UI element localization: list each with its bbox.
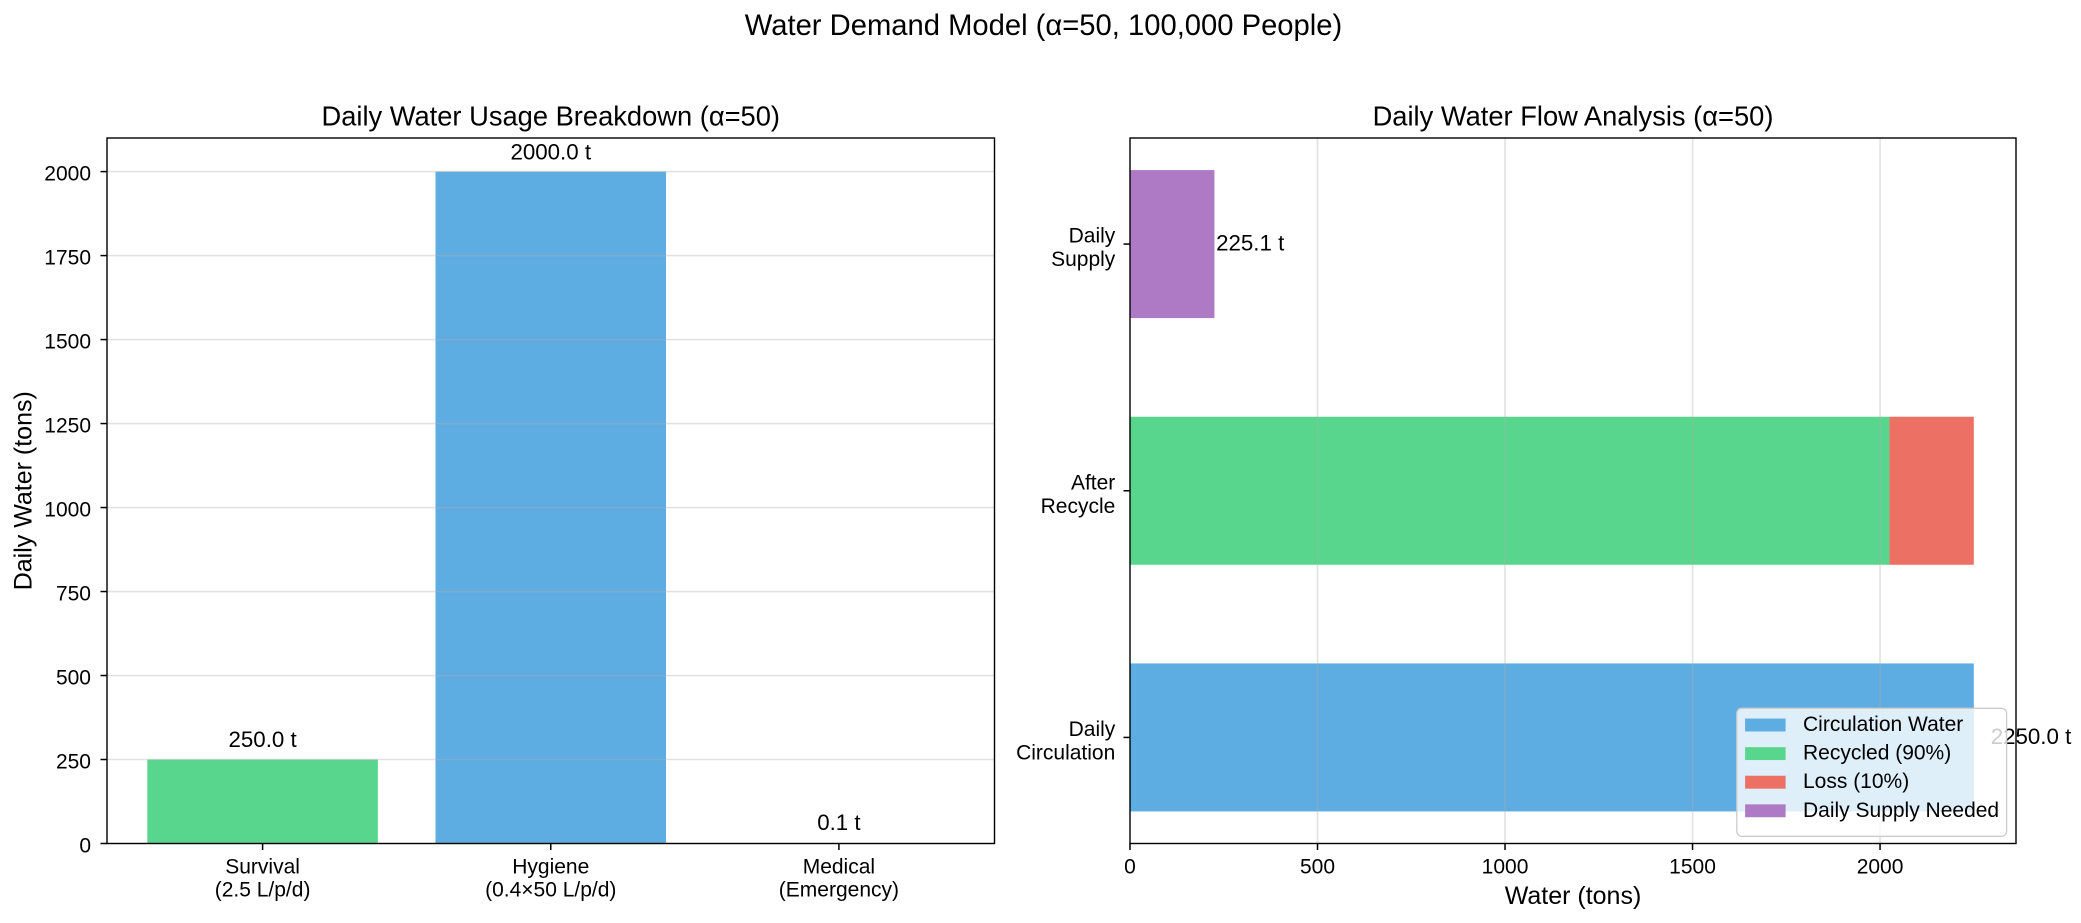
svg-text:500: 500 [1300,855,1335,878]
svg-text:Water (tons): Water (tons) [1505,882,1642,910]
svg-text:Survival: Survival [225,855,300,878]
svg-text:1000: 1000 [1482,855,1529,878]
svg-text:Hygiene: Hygiene [512,855,589,878]
svg-text:1750: 1750 [44,246,91,269]
svg-text:Daily Water Flow Analysis (α=5: Daily Water Flow Analysis (α=50) [1373,101,1774,132]
svg-text:(0.4×50 L/p/d): (0.4×50 L/p/d) [485,878,616,901]
svg-text:Recycle: Recycle [1041,495,1116,518]
svg-text:1500: 1500 [1669,855,1716,878]
svg-text:0.1 t: 0.1 t [817,810,861,835]
svg-text:Daily: Daily [1069,225,1116,248]
svg-text:Medical: Medical [803,855,875,878]
svg-text:2000: 2000 [1857,855,1904,878]
svg-text:1500: 1500 [44,330,91,353]
svg-text:225.1 t: 225.1 t [1216,230,1285,255]
svg-text:1000: 1000 [44,498,91,521]
svg-text:After: After [1071,471,1115,494]
svg-text:Daily Supply Needed: Daily Supply Needed [1803,799,1999,822]
svg-text:Recycled (90%): Recycled (90%) [1803,742,1951,765]
svg-text:750: 750 [56,582,91,605]
svg-text:0: 0 [79,834,91,857]
svg-text:2000.0 t: 2000.0 t [510,139,591,164]
svg-text:Daily Water Usage Breakdown (α: Daily Water Usage Breakdown (α=50) [321,101,780,132]
svg-text:Circulation: Circulation [1016,741,1115,764]
svg-text:Circulation Water: Circulation Water [1803,713,1963,736]
svg-text:250: 250 [56,750,91,773]
svg-text:(Emergency): (Emergency) [779,878,899,901]
svg-text:(2.5 L/p/d): (2.5 L/p/d) [215,878,311,901]
svg-text:500: 500 [56,666,91,689]
svg-text:Supply: Supply [1051,248,1116,271]
svg-text:Daily: Daily [1069,718,1116,741]
svg-text:Daily Water (tons): Daily Water (tons) [10,391,38,590]
svg-text:1250: 1250 [44,414,91,437]
svg-text:Loss (10%): Loss (10%) [1803,770,1909,793]
svg-text:250.0 t: 250.0 t [229,727,298,752]
svg-text:Water Demand Model (α=50, 100,: Water Demand Model (α=50, 100,000 People… [745,10,1342,42]
svg-text:0: 0 [1124,855,1136,878]
svg-text:2000: 2000 [44,163,91,186]
